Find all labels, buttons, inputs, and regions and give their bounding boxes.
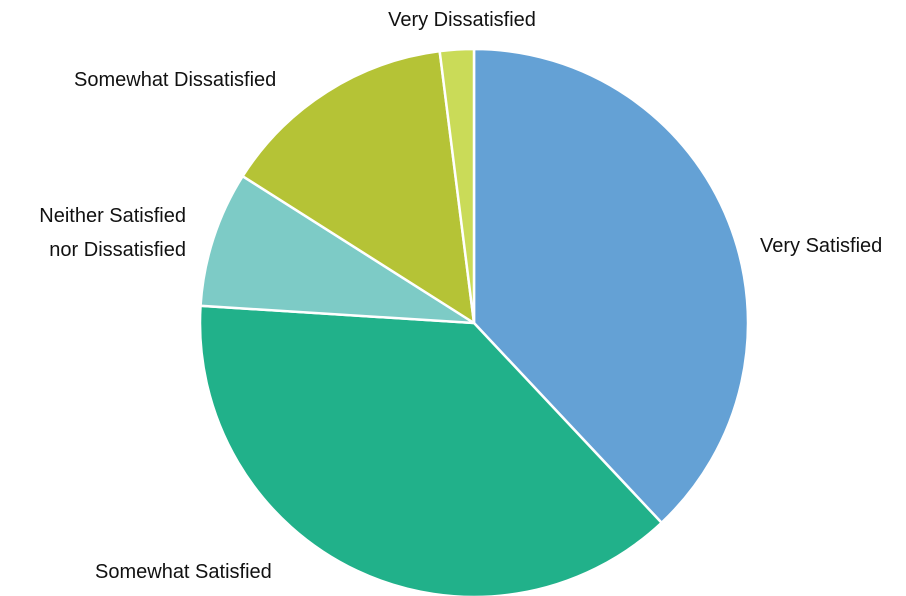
slice-label-line: Very Dissatisfied [388, 9, 536, 31]
pie-slice-somewhat-dissatisfied [240, 49, 476, 326]
slice-label-very-dissatisfied: Very Dissatisfied [388, 9, 536, 31]
slice-label-very-satisfied: Very Satisfied [760, 235, 882, 257]
slice-label-somewhat-satisfied: Somewhat Satisfied [95, 561, 272, 583]
slice-label-line: Very Satisfied [760, 235, 882, 257]
pie-slice-very-satisfied [472, 47, 750, 525]
pie-slices [198, 47, 750, 596]
pie-slice-somewhat-satisfied [198, 304, 664, 596]
slice-labels: Very Satisfied Somewhat Satisfied Neither … [39, 9, 882, 583]
slice-label-line: Neither Satisfied [39, 205, 186, 227]
slice-label-somewhat-dissatisfied: Somewhat Dissatisfied [74, 69, 276, 91]
slice-label-line: nor Dissatisfied [49, 239, 186, 261]
slice-label-line: Somewhat Dissatisfied [74, 69, 276, 91]
slice-label-line: Somewhat Satisfied [95, 561, 272, 583]
pie-slice-neither-satisfied-nor-dissatisfied [199, 174, 475, 325]
pie-slice-very-dissatisfied [438, 47, 476, 324]
slice-label-neither-satisfied-nor-dissatisfied: Neither Satisfied nor Dissatisfied [39, 205, 186, 261]
